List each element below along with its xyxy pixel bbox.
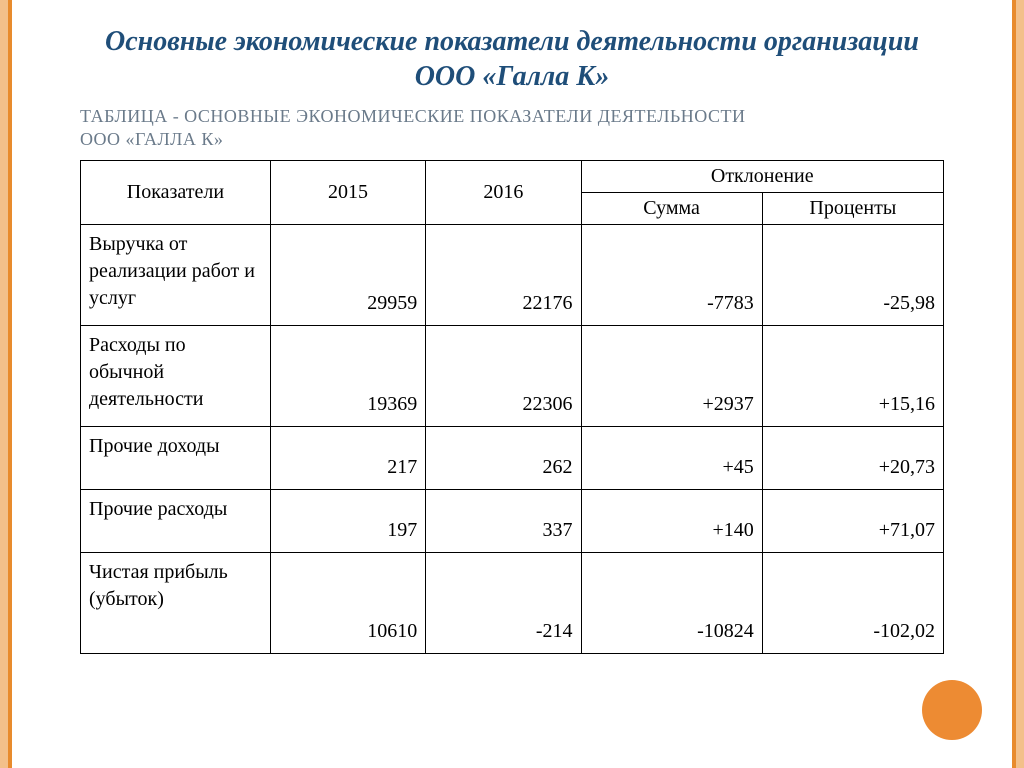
edge-bar-outer (1016, 0, 1024, 768)
table-row: Прочие расходы197337+140+71,07 (81, 490, 944, 553)
cell-dpct: +15,16 (762, 326, 943, 427)
cell-indicator: Расходы по обычной деятельности (81, 326, 271, 427)
cell-dsum: -7783 (581, 225, 762, 326)
th-deviation-sum: Сумма (581, 193, 762, 225)
accent-circle-icon (922, 680, 982, 740)
cell-dsum: +2937 (581, 326, 762, 427)
slide-content: Основные экономические показатели деятел… (20, 0, 1004, 768)
cell-indicator: Выручка от реализации работ и услуг (81, 225, 271, 326)
cell-dsum: +45 (581, 427, 762, 490)
table-body: Выручка от реализации работ и услуг29959… (81, 225, 944, 654)
th-indicator: Показатели (81, 161, 271, 225)
slide-edge-right (1004, 0, 1024, 768)
cell-y2016: 22176 (426, 225, 581, 326)
cell-dsum: +140 (581, 490, 762, 553)
cell-y2015: 19369 (270, 326, 425, 427)
cell-dpct: -102,02 (762, 553, 943, 654)
cell-y2015: 29959 (270, 225, 425, 326)
table-caption-line2: ООО «Галла К» (80, 129, 944, 150)
th-2016: 2016 (426, 161, 581, 225)
th-deviation: Отклонение (581, 161, 943, 193)
edge-bar-inner (8, 0, 12, 768)
cell-y2015: 197 (270, 490, 425, 553)
cell-y2016: 22306 (426, 326, 581, 427)
slide-title: Основные экономические показатели деятел… (80, 24, 944, 94)
cell-y2015: 217 (270, 427, 425, 490)
table-caption-line1: Таблица - Основные экономические показат… (80, 106, 944, 127)
cell-y2016: 337 (426, 490, 581, 553)
indicators-table: Показатели 2015 2016 Отклонение Сумма Пр… (80, 160, 944, 654)
cell-indicator: Прочие расходы (81, 490, 271, 553)
cell-y2016: -214 (426, 553, 581, 654)
cell-dpct: +71,07 (762, 490, 943, 553)
cell-y2016: 262 (426, 427, 581, 490)
th-deviation-pct: Проценты (762, 193, 943, 225)
cell-dpct: +20,73 (762, 427, 943, 490)
edge-bar-inner (1012, 0, 1016, 768)
cell-indicator: Прочие доходы (81, 427, 271, 490)
cell-dsum: -10824 (581, 553, 762, 654)
edge-bar-outer (0, 0, 8, 768)
table-row: Прочие доходы217262+45+20,73 (81, 427, 944, 490)
th-2015: 2015 (270, 161, 425, 225)
slide-edge-left (0, 0, 20, 768)
table-row: Расходы по обычной деятельности193692230… (81, 326, 944, 427)
cell-indicator: Чистая прибыль (убыток) (81, 553, 271, 654)
table-row: Чистая прибыль (убыток)10610-214-10824-1… (81, 553, 944, 654)
table-row: Выручка от реализации работ и услуг29959… (81, 225, 944, 326)
cell-y2015: 10610 (270, 553, 425, 654)
cell-dpct: -25,98 (762, 225, 943, 326)
